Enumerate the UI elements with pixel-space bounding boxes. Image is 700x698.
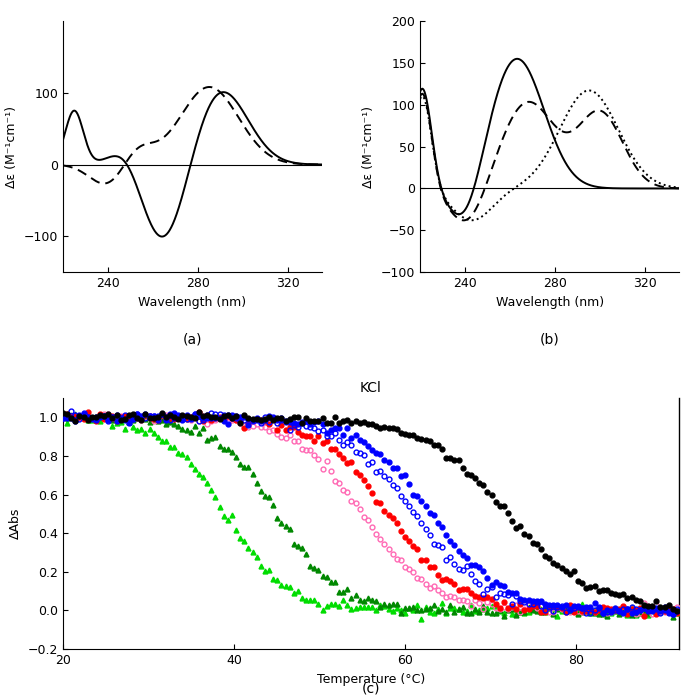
- X-axis label: Wavelength (nm): Wavelength (nm): [139, 296, 246, 309]
- Y-axis label: Δε (M⁻¹cm⁻¹): Δε (M⁻¹cm⁻¹): [363, 105, 375, 188]
- X-axis label: Temperature (°C): Temperature (°C): [317, 673, 425, 685]
- Text: (a): (a): [183, 332, 202, 346]
- X-axis label: Wavelength (nm): Wavelength (nm): [496, 296, 603, 309]
- Y-axis label: Δε (M⁻¹cm⁻¹): Δε (M⁻¹cm⁻¹): [5, 105, 18, 188]
- Text: (b): (b): [540, 332, 559, 346]
- Text: (c): (c): [362, 682, 380, 696]
- Y-axis label: ΔAbs: ΔAbs: [9, 508, 22, 539]
- Title: KCl: KCl: [360, 381, 382, 395]
